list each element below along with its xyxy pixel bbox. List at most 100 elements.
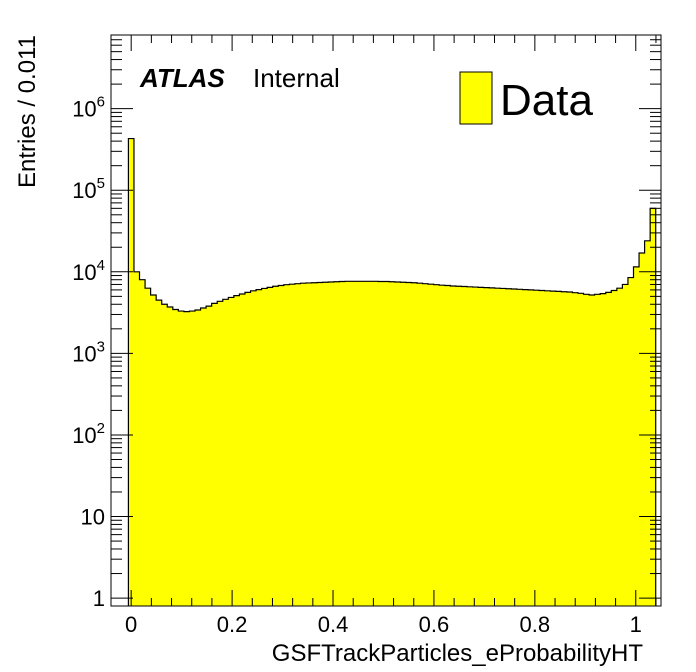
- histogram-bar: [494, 288, 501, 606]
- histogram-bar: [128, 138, 135, 606]
- histogram-bar: [267, 287, 274, 606]
- histogram-bar: [361, 281, 368, 606]
- histogram-bar: [383, 281, 390, 606]
- y-tick-label-base: 10: [72, 97, 96, 122]
- atlas-internal-label: Internal: [253, 63, 340, 93]
- histogram-bar: [478, 287, 485, 606]
- histogram-bar: [261, 288, 268, 606]
- histogram-layer: [127, 137, 657, 607]
- histogram-bar: [167, 307, 174, 606]
- y-tick-label-base: 10: [72, 341, 96, 366]
- histogram-bar: [256, 289, 263, 606]
- y-tick-label-exponent: 3: [97, 338, 105, 355]
- y-tick-label-base: 10: [72, 178, 96, 203]
- histogram-bar: [228, 297, 235, 606]
- atlas-label: ATLAS: [139, 63, 225, 93]
- histogram-bar: [461, 286, 468, 606]
- histogram-bar: [405, 282, 412, 606]
- histogram-bar: [589, 294, 596, 606]
- histogram-bar: [283, 284, 290, 606]
- histogram-bar: [566, 292, 573, 606]
- y-tick-label-base: 10: [72, 260, 96, 285]
- histogram-bar: [161, 304, 168, 606]
- labels-layer: ATLAS Internal Data GSFTrackParticles_eP…: [14, 35, 643, 667]
- histogram-bar: [522, 289, 529, 606]
- histogram-bar: [572, 292, 579, 606]
- legend-label-data: Data: [500, 76, 593, 125]
- y-axis-title: Entries / 0.011: [14, 35, 41, 188]
- histogram-bar: [317, 282, 324, 606]
- y-tick-label-base: 1: [93, 586, 105, 611]
- histogram-bar: [378, 281, 385, 606]
- histogram-bar: [605, 292, 612, 606]
- histogram-bar: [217, 301, 224, 606]
- histogram-bar: [555, 291, 562, 606]
- histogram-bar: [294, 283, 301, 606]
- histogram-bar: [611, 290, 618, 606]
- histogram-bar: [172, 309, 179, 606]
- histogram-bar: [189, 311, 196, 606]
- x-tick-label: 0.4: [318, 612, 349, 637]
- x-tick-label: 0.2: [217, 612, 248, 637]
- histogram-bar: [627, 277, 634, 606]
- histogram-bar: [616, 288, 623, 606]
- histogram-bar: [417, 283, 423, 606]
- histogram-bar: [289, 284, 296, 606]
- histogram-bar: [511, 289, 518, 606]
- histogram-bar: [389, 281, 396, 606]
- legend-swatch: [459, 71, 493, 125]
- histogram-bar: [300, 283, 307, 606]
- histogram-bar: [195, 310, 201, 606]
- histogram-bar: [178, 311, 185, 606]
- histogram-bar: [278, 285, 285, 606]
- histogram-bar: [650, 208, 657, 606]
- histogram-bar: [145, 288, 152, 606]
- histogram-bar: [150, 294, 157, 606]
- x-tick-label: 1: [630, 612, 642, 637]
- y-tick-label-exponent: 6: [97, 94, 105, 111]
- histogram-bar: [466, 286, 473, 606]
- histogram-bar: [367, 281, 374, 606]
- histogram-bar: [206, 306, 213, 606]
- histogram-bar: [222, 299, 229, 606]
- y-tick-label: 105: [72, 175, 105, 203]
- histogram-bar: [350, 281, 357, 606]
- histogram-bar: [272, 286, 279, 606]
- histogram-bar: [244, 292, 251, 606]
- histogram-bar: [344, 281, 351, 606]
- histogram-bar: [533, 290, 540, 606]
- histogram-bar: [333, 281, 340, 606]
- histogram-bar: [578, 293, 584, 606]
- histogram-bar: [516, 289, 523, 606]
- x-tick-label: 0: [125, 612, 137, 637]
- histogram-bar: [544, 290, 551, 606]
- histogram-bar: [483, 287, 490, 606]
- plot-frame: [110, 34, 662, 607]
- histogram-bar: [644, 240, 651, 607]
- histogram-bar: [433, 284, 440, 606]
- histogram-bar: [200, 308, 207, 606]
- histogram-bar: [372, 281, 379, 606]
- histogram-bar: [322, 282, 329, 606]
- histogram-bar: [561, 291, 568, 606]
- histogram-bar: [250, 290, 257, 606]
- histogram-bar: [505, 288, 512, 606]
- y-tick-label: 102: [72, 420, 105, 448]
- histogram-bar: [428, 284, 435, 606]
- y-tick-label: 10: [81, 505, 105, 530]
- histogram-bar: [400, 282, 407, 606]
- histogram-outline: [127, 137, 657, 606]
- histogram-bar: [394, 282, 401, 606]
- histogram-bar: [583, 294, 590, 606]
- histogram-bar: [183, 311, 190, 606]
- histogram-bar: [472, 287, 479, 606]
- histogram-bar: [355, 281, 362, 606]
- histogram-bar: [633, 266, 640, 606]
- y-tick-label-exponent: 4: [97, 257, 105, 274]
- histogram-bar: [339, 281, 346, 606]
- histogram-bar: [622, 284, 629, 606]
- histogram-bar: [411, 282, 418, 606]
- histogram-bar: [489, 287, 496, 606]
- histogram-bar: [450, 286, 457, 606]
